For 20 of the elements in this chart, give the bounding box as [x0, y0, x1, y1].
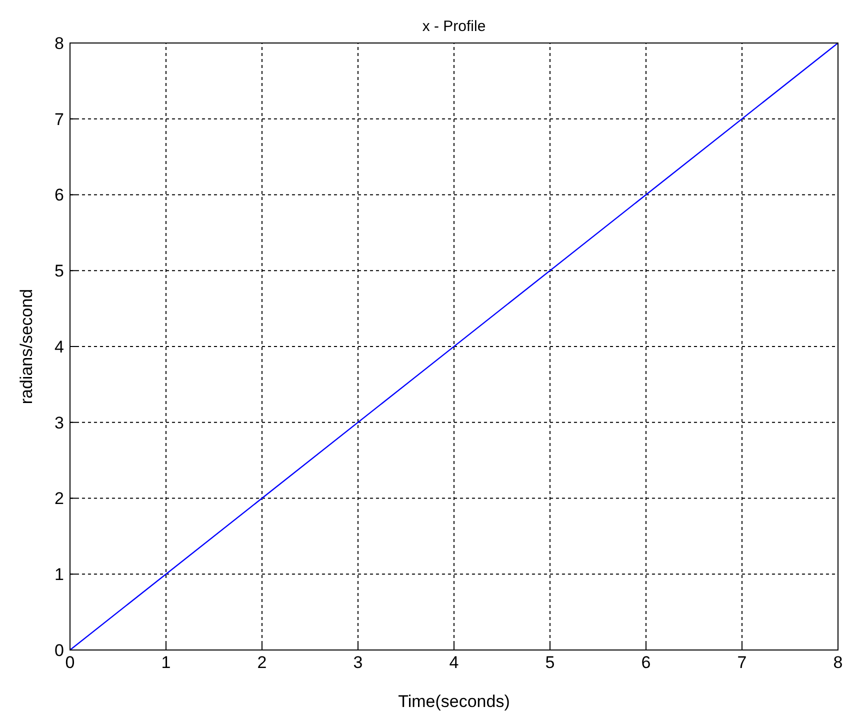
x-tick-label: 8 [833, 653, 843, 672]
x-tick-label: 6 [641, 653, 651, 672]
y-tick-label: 7 [54, 110, 64, 129]
chart-title: x - Profile [422, 18, 486, 35]
x-tick-label: 4 [449, 653, 459, 672]
y-tick-label: 6 [54, 186, 64, 205]
y-tick-label: 2 [54, 489, 64, 508]
x-tick-label: 1 [161, 653, 171, 672]
y-tick-label: 0 [54, 640, 64, 660]
y-tick-label: 3 [54, 413, 64, 432]
y-tick-label: 1 [54, 565, 64, 584]
x-tick-label: 3 [353, 653, 363, 672]
y-tick-label: 4 [54, 337, 64, 356]
y-tick-label: 5 [54, 262, 64, 281]
y-tick-label: 8 [54, 34, 64, 53]
x-tick-label: 5 [545, 653, 555, 672]
y-axis-title: radians/second [17, 288, 36, 404]
x-axis-title: Time(seconds) [398, 692, 510, 711]
x-tick-label: 7 [737, 653, 747, 672]
x-tick-label: 2 [257, 653, 267, 672]
